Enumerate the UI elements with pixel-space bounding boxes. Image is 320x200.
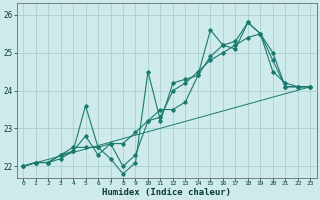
X-axis label: Humidex (Indice chaleur): Humidex (Indice chaleur) bbox=[102, 188, 231, 197]
